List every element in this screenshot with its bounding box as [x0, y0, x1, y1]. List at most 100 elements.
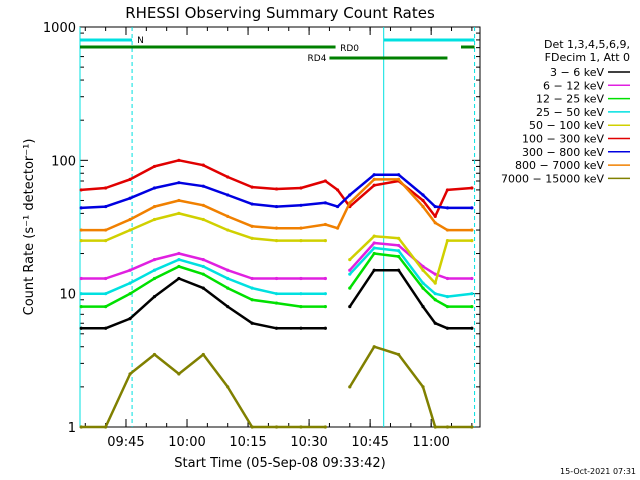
interval-markers [79, 27, 476, 427]
data-point [274, 301, 279, 305]
data-point [299, 186, 303, 190]
data-point [250, 202, 254, 206]
data-point [323, 222, 327, 227]
legend-label: 7000 − 15000 keV [501, 172, 604, 185]
data-point [152, 186, 157, 190]
data-point [104, 228, 108, 232]
data-point [445, 239, 450, 243]
data-point [397, 173, 401, 177]
data-point [348, 304, 352, 309]
data-point [299, 203, 303, 207]
data-point [323, 239, 327, 243]
data-point [372, 177, 376, 181]
legend-header-1: Det 1,3,4,5,6,9, [544, 38, 630, 51]
data-point [421, 281, 425, 285]
data-point [177, 211, 181, 215]
legend-label: 100 − 300 keV [522, 133, 604, 146]
data-point [421, 204, 425, 209]
data-point [372, 345, 376, 349]
data-point [79, 188, 83, 192]
data-point [397, 177, 401, 181]
data-point [274, 187, 279, 191]
x-axis-label: Start Time (05-Sep-08 09:33:42) [174, 456, 385, 471]
data-point [177, 372, 181, 376]
data-point [79, 276, 83, 281]
data-point [274, 276, 279, 281]
data-point [323, 201, 327, 205]
data-point [226, 276, 230, 281]
data-point [104, 239, 108, 243]
data-point [104, 304, 108, 309]
data-point [152, 352, 157, 357]
data-point [348, 385, 352, 389]
data-point [128, 228, 132, 232]
data-point [79, 239, 83, 243]
x-tick-label: 09:45 [107, 435, 144, 450]
data-point [201, 264, 205, 269]
data-point [323, 425, 327, 429]
data-point [250, 321, 254, 325]
data-point [104, 276, 108, 281]
data-point [445, 276, 450, 281]
data-point [250, 425, 254, 429]
data-point [372, 268, 376, 272]
data-point [128, 217, 132, 222]
data-point [470, 239, 474, 243]
data-point [128, 372, 132, 376]
data-point [177, 276, 181, 281]
data-point [445, 425, 450, 429]
annotation-label: RD0 [340, 44, 359, 54]
legend-label: 50 − 100 keV [529, 119, 604, 132]
data-point [226, 268, 230, 272]
data-point [128, 268, 132, 272]
legend-label: 6 − 12 keV [543, 79, 604, 92]
data-point [201, 286, 205, 290]
x-tick-label: 10:00 [168, 435, 205, 450]
data-point [372, 234, 376, 238]
data-point [274, 292, 279, 296]
legend-label: 3 − 6 keV [550, 66, 604, 79]
data-point [177, 264, 181, 269]
y-tick-label: 10 [59, 288, 76, 303]
x-tick-label: 11:00 [412, 435, 449, 450]
data-point [397, 249, 401, 253]
data-point [226, 286, 230, 290]
data-point [250, 185, 254, 189]
data-point [177, 198, 181, 203]
data-point [445, 228, 450, 232]
data-point [274, 326, 279, 330]
data-point [470, 276, 474, 281]
data-point [348, 268, 352, 272]
data-point [299, 304, 303, 309]
data-point [299, 425, 303, 429]
data-point [323, 326, 327, 330]
data-point [226, 214, 230, 218]
data-point [226, 228, 230, 232]
data-point [104, 292, 108, 296]
data-point [433, 204, 437, 209]
data-point [201, 272, 205, 276]
data-point [226, 304, 230, 309]
data-point [274, 204, 279, 209]
data-point [79, 425, 83, 429]
legend: Det 1,3,4,5,6,9, FDecim 1, Att 0 3 − 6 k… [501, 38, 630, 185]
data-point [226, 175, 230, 179]
data-point [274, 226, 279, 230]
data-point [348, 201, 352, 205]
x-tick-label: 10:15 [229, 435, 266, 450]
data-point [348, 286, 352, 290]
data-point [323, 292, 327, 296]
y-tick-label: 100 [51, 154, 76, 169]
data-point [445, 304, 450, 309]
data-point [128, 317, 132, 321]
data-point [335, 204, 340, 209]
data-point [445, 326, 450, 330]
data-point [152, 204, 157, 209]
data-point [470, 206, 474, 210]
y-axis: 1 10 100 1000 [43, 21, 480, 436]
legend-label: 25 − 50 keV [536, 106, 604, 119]
data-point [372, 183, 376, 187]
chart-title: RHESSI Observing Summary Count Rates [125, 4, 435, 22]
data-point [323, 276, 327, 281]
legend-label: 300 − 800 keV [522, 146, 604, 159]
